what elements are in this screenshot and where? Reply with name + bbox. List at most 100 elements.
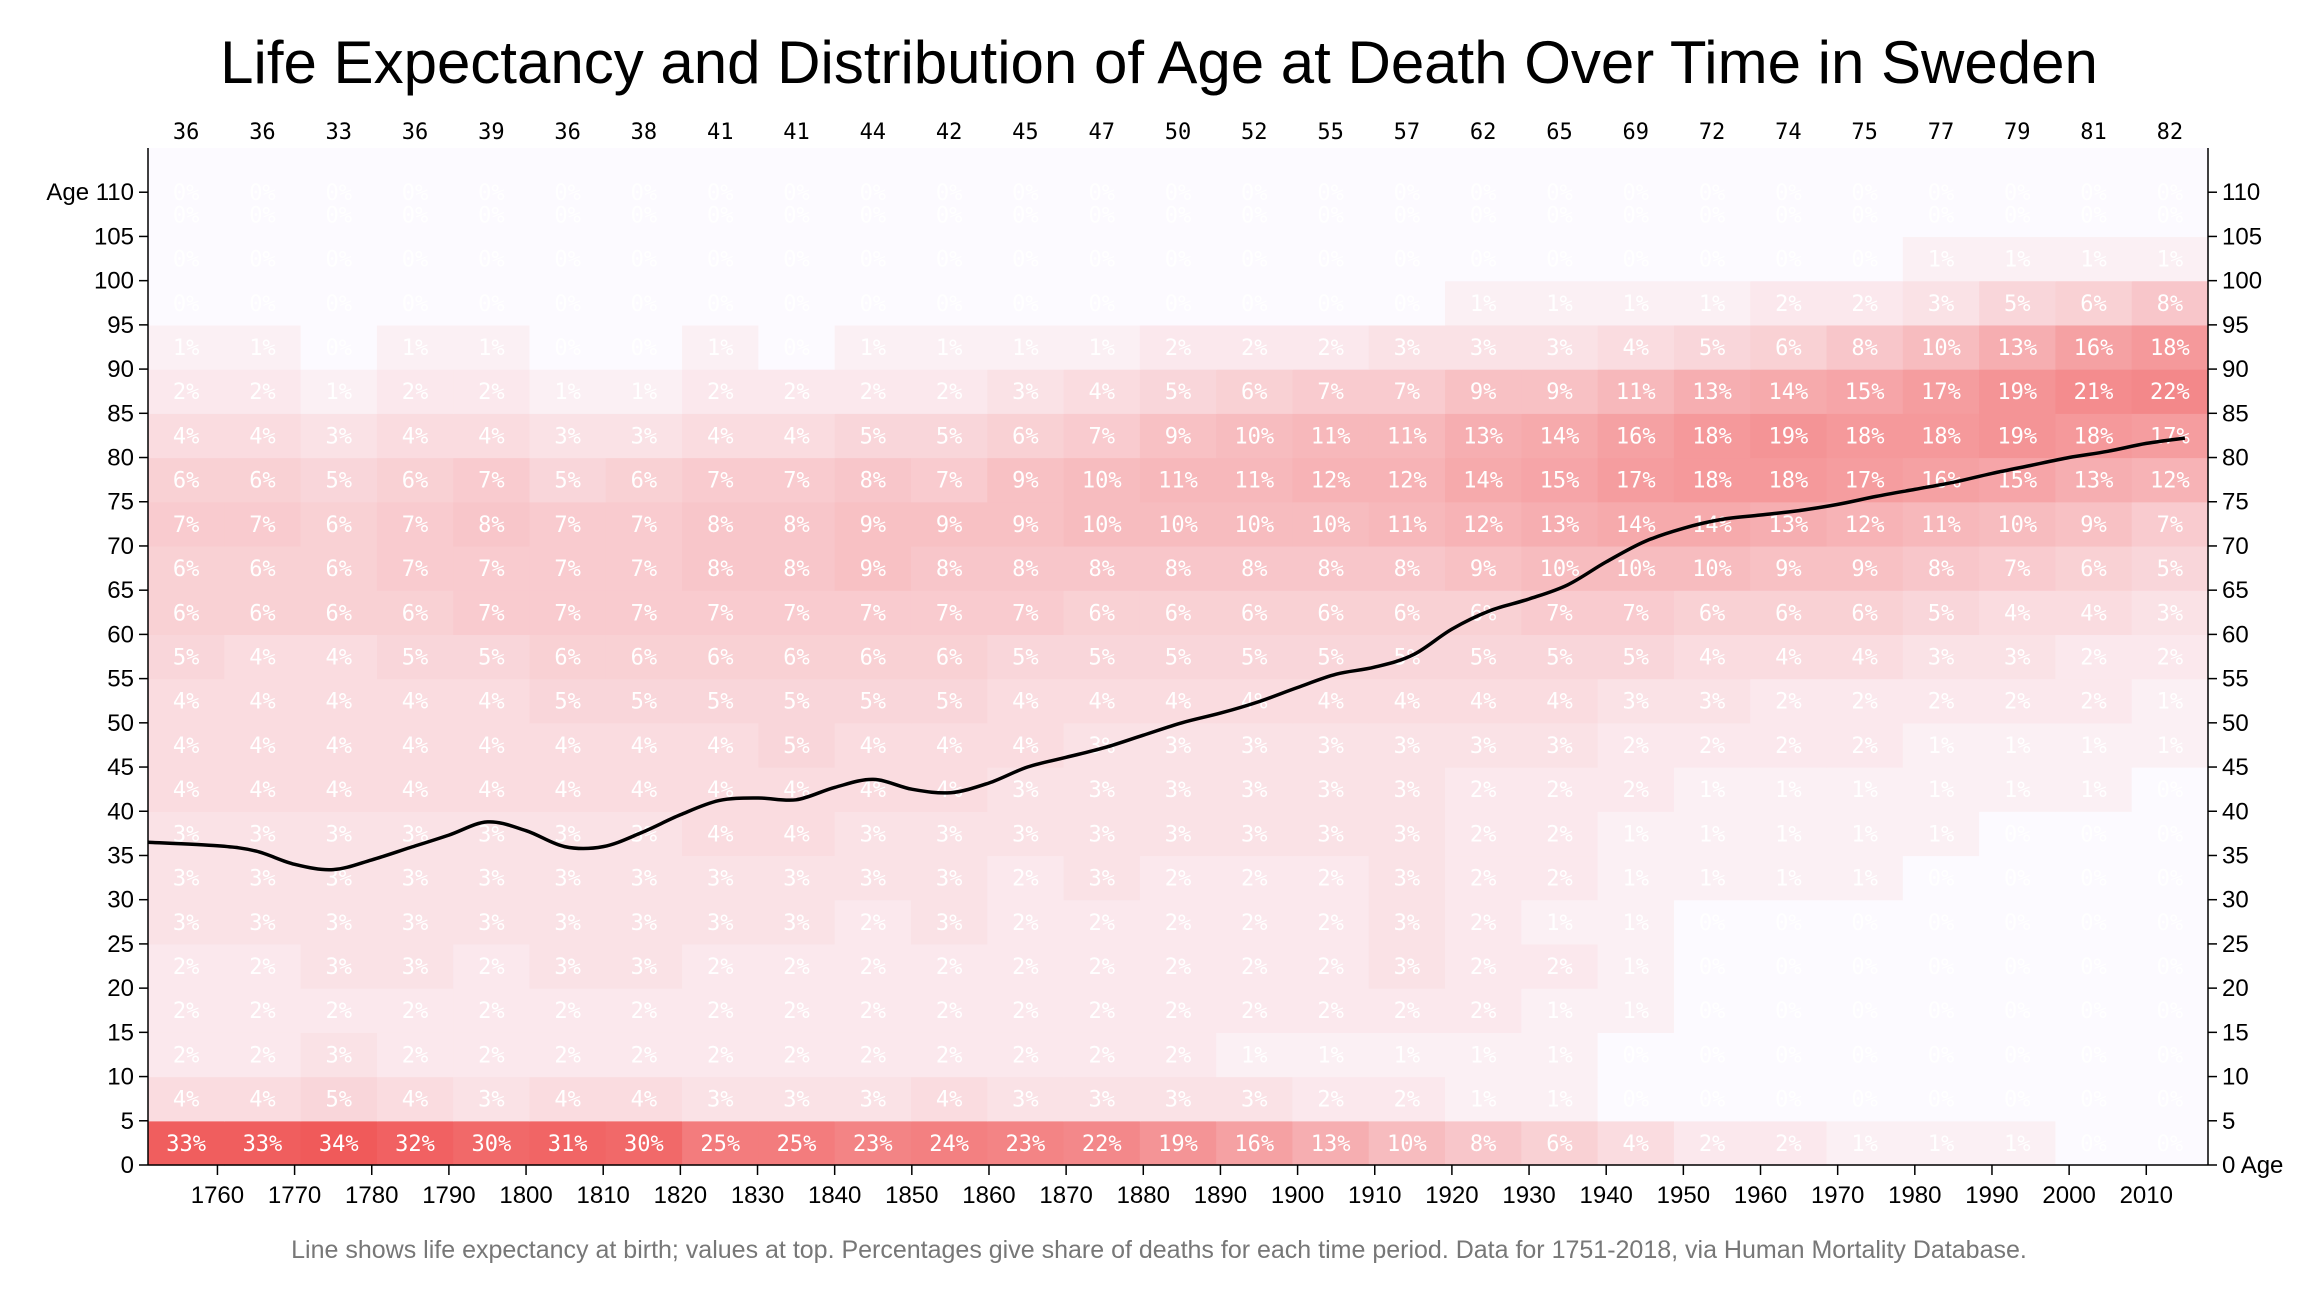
heatmap-cell bbox=[1445, 148, 1522, 238]
cell-label: 0% bbox=[2157, 822, 2184, 847]
life-expectancy-value: 75 bbox=[1851, 120, 1878, 145]
cell-label: 0% bbox=[1241, 203, 1268, 228]
heatmap-cell bbox=[1597, 1076, 1675, 1122]
heatmap-cell bbox=[758, 722, 836, 768]
heatmap-cell bbox=[1597, 369, 1675, 414]
cell-label: 5% bbox=[325, 1088, 352, 1113]
cell-label: 2% bbox=[860, 911, 887, 936]
heatmap-cell bbox=[1139, 943, 1217, 989]
cell-label: 0% bbox=[173, 292, 200, 317]
cell-label: 10% bbox=[1540, 557, 1580, 582]
cell-label: 4% bbox=[325, 690, 352, 715]
cell-label: 3% bbox=[1394, 734, 1421, 759]
cell-label: 1% bbox=[1623, 292, 1650, 317]
heatmap-cell bbox=[1368, 1120, 1446, 1166]
heatmap-cell bbox=[1445, 855, 1522, 901]
heatmap-cell bbox=[1139, 457, 1217, 503]
heatmap-cell bbox=[2131, 148, 2209, 238]
cell-label: 3% bbox=[554, 955, 581, 980]
heatmap-cell bbox=[834, 722, 912, 768]
heatmap-cell bbox=[1979, 943, 2057, 989]
cell-label: 4% bbox=[325, 734, 352, 759]
heatmap-cell bbox=[224, 678, 302, 724]
heatmap-cell bbox=[453, 811, 531, 857]
cell-label: 11% bbox=[1158, 469, 1198, 494]
cell-label: 6% bbox=[1394, 601, 1421, 626]
heatmap-cell bbox=[1368, 501, 1446, 547]
heatmap-cell bbox=[682, 811, 759, 857]
cell-label: 2% bbox=[325, 999, 352, 1024]
cell-label: 2% bbox=[478, 380, 505, 405]
heatmap-cell bbox=[1216, 236, 1294, 282]
heatmap-cell bbox=[1597, 1032, 1675, 1078]
heatmap-cell bbox=[987, 1120, 1065, 1166]
heatmap-cell bbox=[1826, 236, 1904, 282]
cell-label: 1% bbox=[1470, 1043, 1497, 1068]
cell-label: 15% bbox=[1845, 380, 1885, 405]
cell-label: 0% bbox=[2157, 999, 2184, 1024]
cell-label: 0% bbox=[554, 181, 581, 206]
y-tick-label-left: 75 bbox=[107, 489, 134, 516]
cell-label: 0% bbox=[2080, 1088, 2107, 1113]
heatmap-cell bbox=[1521, 148, 1599, 238]
cell-label: 4% bbox=[1546, 690, 1573, 715]
heatmap-cell bbox=[1216, 678, 1294, 724]
heatmap-cell bbox=[453, 324, 531, 370]
heatmap-cell bbox=[682, 988, 759, 1033]
heatmap-cell bbox=[1902, 324, 1980, 370]
y-tick-label-left: Age 110 bbox=[46, 179, 134, 206]
heatmap-cell bbox=[682, 324, 759, 370]
cell-label: 4% bbox=[783, 822, 810, 847]
cell-label: 4% bbox=[1699, 646, 1726, 671]
y-tick-label-left: 30 bbox=[107, 887, 134, 914]
heatmap-cell bbox=[1368, 369, 1446, 414]
cell-label: 3% bbox=[1012, 778, 1039, 803]
cell-label: 3% bbox=[1088, 867, 1115, 892]
cell-label: 4% bbox=[325, 778, 352, 803]
heatmap-cell bbox=[1826, 767, 1904, 812]
heatmap-cell bbox=[1216, 413, 1294, 459]
cell-label: 0% bbox=[1928, 1088, 1955, 1113]
cell-label: 5% bbox=[402, 646, 429, 671]
cell-label: 0% bbox=[1012, 203, 1039, 228]
cell-label: 7% bbox=[2157, 513, 2184, 538]
cell-label: 1% bbox=[1623, 867, 1650, 892]
heatmap-cell bbox=[300, 634, 378, 680]
life-expectancy-value: 72 bbox=[1699, 120, 1726, 145]
cell-label: 0% bbox=[936, 248, 963, 273]
y-tick-label-left: 25 bbox=[107, 931, 134, 958]
cell-label: 13% bbox=[1311, 1132, 1351, 1157]
cell-label: 17% bbox=[1616, 469, 1656, 494]
cell-label: 2% bbox=[1241, 336, 1268, 361]
cell-label: 2% bbox=[1546, 867, 1573, 892]
heatmap-cell bbox=[1979, 280, 2057, 326]
cell-label: 6% bbox=[173, 469, 200, 494]
cell-label: 2% bbox=[1546, 822, 1573, 847]
cell-label: 2% bbox=[2004, 690, 2031, 715]
cell-label: 1% bbox=[1928, 778, 1955, 803]
heatmap-cell bbox=[1216, 634, 1294, 680]
heatmap-cell bbox=[1902, 236, 1980, 282]
cell-label: 1% bbox=[2080, 778, 2107, 803]
cell-label: 19% bbox=[1158, 1132, 1198, 1157]
cell-label: 13% bbox=[1768, 513, 1808, 538]
heatmap-cell bbox=[987, 811, 1065, 857]
heatmap-cell bbox=[1368, 590, 1446, 635]
cell-label: 7% bbox=[1012, 601, 1039, 626]
cell-label: 19% bbox=[1768, 424, 1808, 449]
cell-label: 3% bbox=[936, 867, 963, 892]
life-expectancy-value: 57 bbox=[1394, 120, 1421, 145]
heatmap-cell bbox=[682, 545, 759, 591]
heatmap-cell bbox=[376, 590, 454, 635]
cell-label: 3% bbox=[554, 424, 581, 449]
cell-label: 11% bbox=[1234, 469, 1274, 494]
cell-label: 0% bbox=[860, 181, 887, 206]
cell-label: 3% bbox=[1394, 867, 1421, 892]
heatmap-cell bbox=[605, 1120, 683, 1166]
heatmap-cell bbox=[2055, 590, 2133, 635]
x-tick-label: 1970 bbox=[1811, 1182, 1864, 1209]
heatmap-cell bbox=[2131, 988, 2209, 1033]
heatmap-cell bbox=[453, 1076, 531, 1122]
heatmap-cell bbox=[1979, 457, 2057, 503]
cell-label: 5% bbox=[1165, 646, 1192, 671]
